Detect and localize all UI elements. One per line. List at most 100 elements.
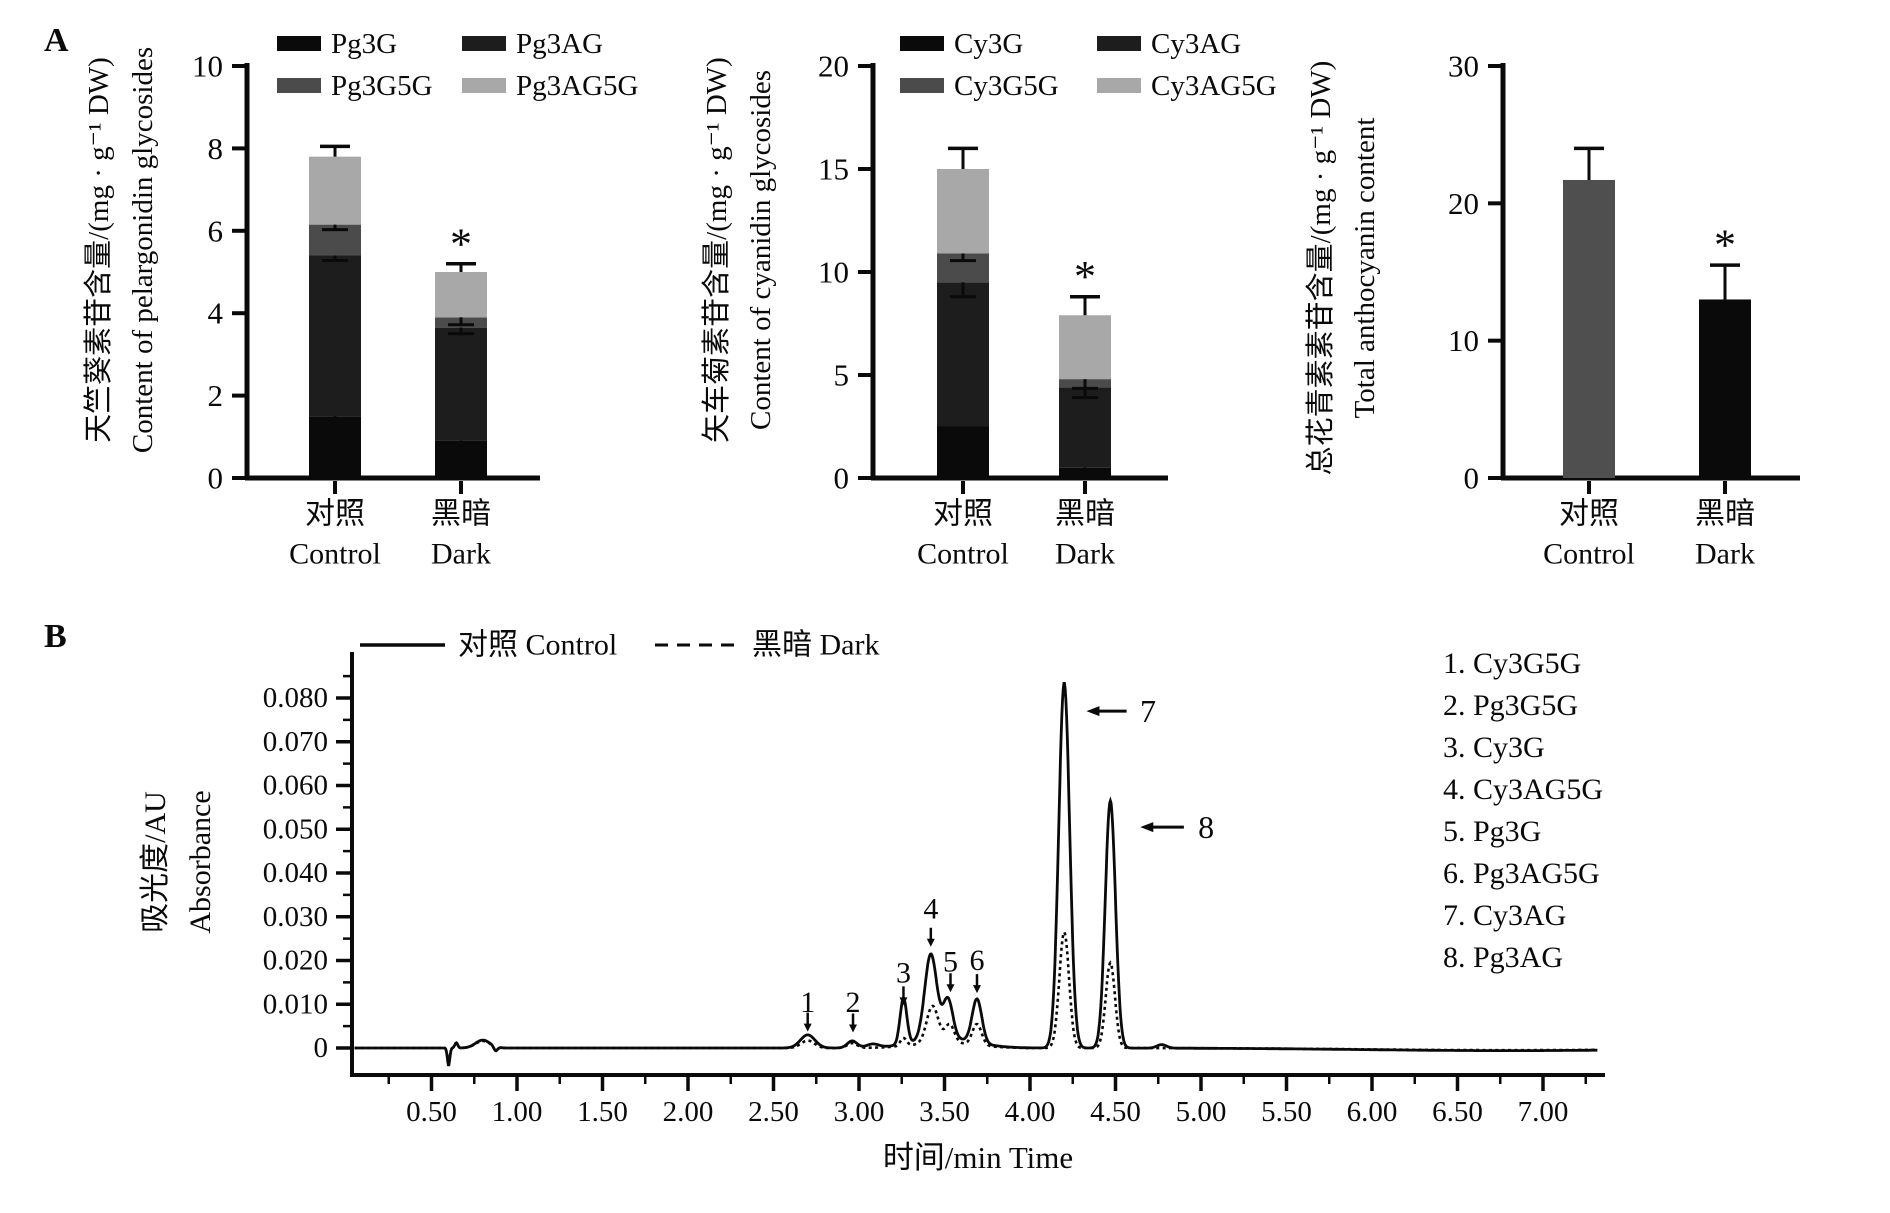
panel-b-label: B	[44, 618, 67, 655]
chart-cyanidin-glycosides: 0 5 10 15 20 矢车菊素苷含量/(mg · g⁻¹ DW) Content of …	[700, 28, 1277, 571]
bar-segment-Cy3AG5G-Dark	[1059, 315, 1111, 380]
y-tick-label: 10	[818, 255, 849, 290]
y-tick-label: 5	[834, 358, 850, 393]
significance-asterisk: *	[450, 219, 472, 268]
y-tick-label: 0	[208, 461, 224, 496]
x-tick-label: 4.50	[1090, 1096, 1141, 1128]
bar-segment-Pg3G-Control	[309, 416, 361, 478]
significance-asterisk: *	[1714, 221, 1736, 270]
chart-total-anthocyanin: 0 10 20 30 总花青素素苷含量/(mg · g⁻¹ DW) Total antho…	[1304, 49, 1800, 571]
legend-swatch-Cy3AG	[1097, 36, 1141, 51]
legend-label-Cy3G5G: Cy3G5G	[954, 70, 1059, 102]
x-tick-label: 6.50	[1432, 1096, 1483, 1128]
legend-swatch-Cy3G	[900, 36, 944, 51]
peak-list-item-5: 5. Pg3G	[1443, 815, 1541, 848]
y-tick-label: 0	[1464, 461, 1480, 496]
legend-label-control: 对照 Control	[458, 629, 617, 662]
chart-hplc-chromatogram: 0 0.010 0.020 0.030 0.040 0.050 0.060 0.070 0.08…	[139, 629, 1605, 1175]
legend-swatch-Pg3AG5G	[462, 78, 506, 93]
y-tick-label: 0.040	[263, 857, 328, 889]
y-axis-title-en: Absorbance	[184, 790, 217, 933]
legend-label-Cy3AG: Cy3AG	[1151, 28, 1241, 60]
x-tick-label-zh: 对照	[933, 498, 993, 531]
x-tick-label: 5.50	[1261, 1096, 1312, 1128]
peak-list-item-7: 7. Cy3AG	[1443, 899, 1566, 932]
bar-segment-Cy3G-Dark	[1059, 467, 1111, 478]
y-axis-title-zh: 总花青素素苷含量/(mg · g⁻¹ DW)	[1304, 61, 1337, 476]
legend-swatch-Cy3AG5G	[1097, 78, 1141, 93]
legend-swatch-Pg3AG	[462, 36, 506, 51]
y-tick-label: 10	[1448, 323, 1479, 358]
x-tick-label: 2.50	[748, 1096, 799, 1128]
significance-asterisk: *	[1074, 252, 1096, 301]
y-tick-label: 0.020	[263, 945, 328, 977]
y-tick-label: 0	[834, 461, 850, 496]
peak-label-2: 2	[846, 986, 861, 1019]
x-tick-label-en: Dark	[431, 538, 491, 571]
y-tick-label: 6	[208, 213, 224, 248]
x-tick-label: 2.00	[663, 1096, 714, 1128]
bar-segment-Total anthocyanin-Control	[1563, 179, 1615, 478]
x-tick-label: 7.00	[1518, 1096, 1569, 1128]
peak-arrowhead-4	[926, 938, 935, 947]
legend-swatch-Pg3G	[277, 36, 321, 51]
legend-label-Pg3AG5G: Pg3AG5G	[516, 70, 639, 102]
y-tick-label: 20	[818, 49, 849, 84]
y-tick-label: 0	[314, 1032, 329, 1064]
y-tick-label: 15	[818, 152, 849, 187]
x-tick-label: 3.00	[834, 1096, 885, 1128]
peak-arrowhead-6	[972, 985, 981, 994]
y-tick-label: 0.080	[263, 682, 328, 714]
legend-label-Pg3G: Pg3G	[331, 28, 397, 60]
y-tick-label: 0.070	[263, 726, 328, 758]
y-axis-title-zh: 矢车菊素苷含量/(mg · g⁻¹ DW)	[700, 57, 733, 443]
peak-list-item-3: 3. Cy3G	[1443, 731, 1545, 764]
peak-arrowhead-7	[1086, 706, 1100, 717]
y-tick-label: 30	[1448, 49, 1479, 84]
x-tick-label-zh: 黑暗	[1695, 498, 1755, 531]
peak-arrowhead-5	[946, 984, 955, 993]
trace-control	[354, 682, 1598, 1067]
peak-list-item-8: 8. Pg3AG	[1443, 941, 1563, 974]
peak-arrowhead-8	[1140, 822, 1154, 833]
bar-segment-Cy3G-Control	[937, 426, 989, 478]
peak-list-item-6: 6. Pg3AG5G	[1443, 857, 1600, 890]
x-tick-label: 4.00	[1005, 1096, 1056, 1128]
y-axis-title-en: Content of pelargonidin glycosides	[127, 47, 159, 453]
bar-segment-Pg3AG-Control	[309, 255, 361, 417]
legend-label-Pg3G5G: Pg3G5G	[331, 70, 433, 102]
x-tick-label-zh: 对照	[1559, 498, 1619, 531]
peak-label-4: 4	[923, 892, 938, 925]
x-tick-label-zh: 黑暗	[1055, 498, 1115, 531]
x-tick-label: 1.00	[492, 1096, 543, 1128]
x-tick-label-zh: 黑暗	[431, 498, 491, 531]
peak-list-item-4: 4. Cy3AG5G	[1443, 773, 1603, 806]
y-tick-label: 20	[1448, 186, 1479, 221]
bar-segment-Pg3AG5G-Control	[309, 156, 361, 225]
x-tick-label-en: Control	[1543, 538, 1635, 571]
y-axis-title-en: Total anthocyanin content	[1349, 118, 1381, 419]
legend-label-Cy3AG5G: Cy3AG5G	[1151, 70, 1277, 102]
peak-label-5: 5	[943, 945, 958, 978]
peak-arrowhead-1	[803, 1023, 812, 1032]
bar-segment-Cy3AG5G-Control	[937, 169, 989, 254]
legend-swatch-Pg3G5G	[277, 78, 321, 93]
legend-label-dark: 黑暗 Dark	[752, 629, 879, 662]
peak-label-3: 3	[896, 956, 911, 989]
legend-label-Pg3AG: Pg3AG	[516, 28, 603, 60]
x-tick-label: 0.50	[406, 1096, 457, 1128]
x-tick-label: 1.50	[577, 1096, 628, 1128]
bar-segment-Cy3AG-Dark	[1059, 387, 1111, 468]
y-tick-label: 0.010	[263, 988, 328, 1020]
y-tick-label: 2	[208, 378, 224, 413]
peak-label-1: 1	[800, 986, 815, 1019]
peak-list-item-2: 2. Pg3G5G	[1443, 689, 1578, 722]
y-tick-label: 0.030	[263, 901, 328, 933]
y-axis-title-en: Content of cyanidin glycosides	[745, 70, 777, 430]
legend-swatch-Cy3G5G	[900, 78, 944, 93]
y-tick-label: 0.060	[263, 770, 328, 802]
x-tick-label: 6.00	[1347, 1096, 1398, 1128]
y-axis-title-zh: 吸光度/AU	[139, 791, 172, 933]
